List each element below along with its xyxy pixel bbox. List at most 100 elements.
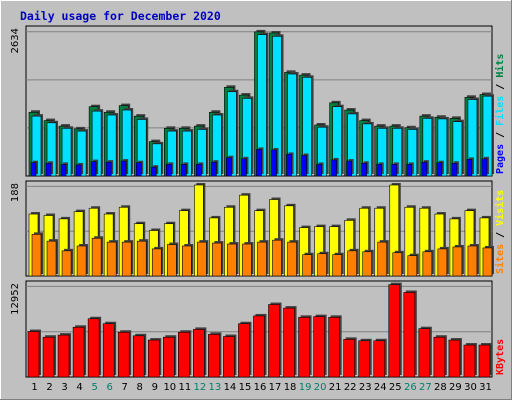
day-17-bars [269, 197, 284, 277]
bar-files-day-31 [482, 94, 494, 177]
bar-sites-day-30 [467, 243, 479, 277]
bar-kbytes-day-9 [147, 338, 162, 378]
bar-sites-day-10 [166, 242, 179, 277]
bar-pages-day-18 [286, 152, 294, 177]
day-20-bars [313, 314, 327, 378]
y-max-label: 188 [10, 183, 21, 202]
bar-sites-day-5 [91, 236, 104, 277]
legend-pages: Pages [495, 144, 506, 174]
bar-pages-day-23 [361, 161, 369, 177]
bar-sites-day-15 [242, 242, 254, 277]
day-8-bars [132, 333, 147, 378]
panel-hits-files-pages: 2634 Pages / Files / Hits [10, 25, 506, 177]
bar-kbytes-day-30 [463, 343, 477, 378]
day-26-bars [403, 290, 417, 378]
bar-sites-day-7 [121, 240, 134, 277]
bar-files-day-20 [317, 125, 329, 177]
bar-pages-day-15 [241, 156, 249, 177]
bar-sites-day-26 [407, 253, 419, 277]
legend-files: Files [494, 96, 506, 126]
legend-sites: Sites [494, 244, 506, 274]
bar-sites-day-2 [46, 239, 59, 277]
bar-kbytes-day-11 [178, 330, 192, 378]
day-1-bars [28, 212, 43, 277]
day-15-bars [238, 321, 252, 378]
bar-kbytes-day-20 [313, 314, 327, 378]
panel-legend: KBytes [495, 339, 506, 375]
bar-kbytes-day-26 [403, 290, 417, 378]
bar-files-day-21 [332, 104, 344, 177]
day-9-bars [148, 139, 164, 177]
day-8-bars [133, 221, 149, 277]
bar-sites-day-14 [227, 242, 239, 277]
legend-kbytes: KBytes [495, 339, 506, 375]
y-max-label: 12952 [10, 283, 21, 315]
day-11-bars [179, 208, 194, 277]
bar-sites-day-29 [452, 244, 464, 277]
bar-kbytes-day-6 [102, 321, 117, 378]
day-4-bars [72, 325, 87, 378]
legend-separator: / [495, 78, 506, 96]
day-15-bars [239, 193, 254, 277]
bar-kbytes-day-1 [27, 329, 41, 378]
bar-files-day-19 [302, 75, 314, 177]
bar-kbytes-day-31 [478, 343, 492, 378]
day-26-bars [404, 205, 419, 277]
bar-kbytes-day-16 [253, 313, 267, 378]
bar-pages-day-24 [376, 162, 384, 177]
bar-files-day-28 [437, 116, 449, 177]
bar-pages-day-6 [105, 160, 114, 177]
bar-pages-day-3 [60, 162, 69, 177]
bar-kbytes-day-17 [268, 302, 282, 378]
bar-files-day-26 [407, 127, 419, 177]
day-13-bars [208, 332, 222, 378]
bar-kbytes-day-24 [373, 338, 387, 378]
bar-pages-day-2 [45, 161, 54, 177]
panel-legend: Pages / Files / Hits [494, 54, 506, 174]
bar-kbytes-day-14 [223, 334, 237, 378]
day-30-bars [463, 343, 477, 378]
bar-pages-day-16 [256, 147, 264, 177]
x-tick-label-30: 30 [464, 382, 477, 393]
bar-files-day-24 [377, 126, 389, 177]
day-17-bars [269, 30, 284, 177]
day-29-bars [449, 216, 464, 277]
day-7-bars [117, 330, 132, 378]
bar-files-day-17 [272, 34, 284, 177]
day-10-bars [163, 221, 179, 277]
x-tick-label-25: 25 [389, 382, 402, 393]
day-24-bars [374, 124, 389, 177]
bar-sites-day-22 [347, 248, 359, 277]
bar-pages-day-26 [406, 162, 414, 177]
legend-separator: / [495, 126, 506, 144]
bar-kbytes-day-22 [343, 337, 357, 378]
day-25-bars [389, 183, 404, 277]
day-12-bars [194, 124, 209, 177]
y-max-label: 2634 [10, 28, 21, 53]
day-1-bars [27, 329, 41, 378]
x-tick-label-15: 15 [239, 382, 252, 393]
day-12-bars [193, 327, 207, 378]
day-13-bars [209, 110, 224, 177]
day-31-bars [479, 92, 494, 177]
x-tick-label-19: 19 [299, 382, 312, 393]
bar-sites-day-17 [272, 238, 284, 277]
bar-pages-day-14 [226, 155, 234, 177]
bar-files-day-1 [31, 114, 43, 177]
day-19-bars [298, 315, 312, 378]
x-tick-label-26: 26 [404, 382, 417, 393]
day-17-bars [268, 302, 282, 378]
bar-pages-day-11 [181, 162, 189, 177]
day-23-bars [359, 118, 374, 177]
bar-sites-day-18 [287, 240, 299, 277]
panel-kbytes: 12952 KBytes [10, 280, 506, 378]
x-tick-label-23: 23 [359, 382, 372, 393]
bar-files-day-15 [242, 96, 254, 177]
day-15-bars [239, 93, 254, 177]
day-22-bars [344, 108, 359, 177]
x-tick-label-13: 13 [209, 382, 222, 393]
bar-files-day-18 [287, 72, 299, 177]
day-26-bars [404, 125, 419, 177]
day-27-bars [418, 326, 432, 378]
